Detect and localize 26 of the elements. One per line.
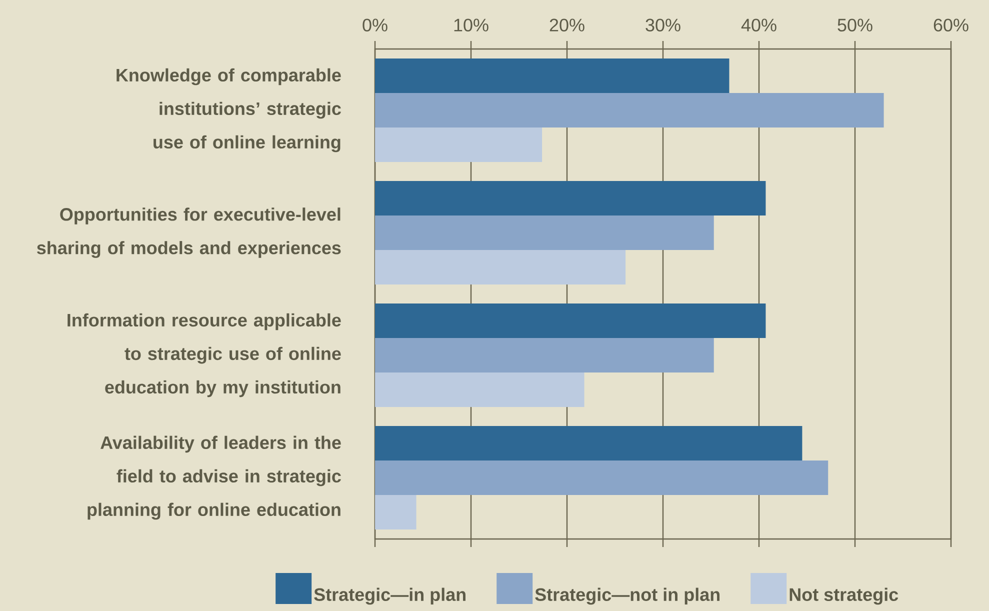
x-tick-label: 60% (934, 18, 968, 32)
x-tick-label: 30% (646, 18, 680, 32)
bar (375, 216, 714, 250)
legend-label: Strategic—not in plan (535, 588, 720, 605)
y-tick-label: Information resource applicable to strategic use of online education by my institution (68, 313, 341, 398)
bar (375, 372, 584, 407)
x-tick-label: 0% (362, 18, 388, 32)
bar (375, 128, 542, 162)
y-tick-label: Opportunities for executive-level sharing of models and experiences (37, 208, 341, 258)
bar (375, 426, 802, 460)
bar (375, 494, 416, 530)
bar (375, 181, 766, 216)
legend-label: Strategic—in plan (314, 588, 466, 605)
x-tick-label: 10% (454, 18, 488, 32)
bar (375, 460, 828, 495)
x-tick-label: 40% (741, 18, 776, 32)
x-tick-label: 20% (550, 18, 584, 32)
bar (375, 304, 766, 338)
bar (375, 338, 714, 372)
x-tick-label: 50% (838, 18, 872, 32)
bar (375, 93, 884, 128)
y-tick-label: Availability of leaders in the field to advise in strategic planning for online education (88, 436, 341, 520)
bar (375, 250, 626, 284)
y-tick-label: Knowledge of comparable institutions’ strategic use of online learning (116, 68, 341, 152)
legend-label: Not strategic (790, 588, 898, 605)
bar (375, 58, 730, 94)
